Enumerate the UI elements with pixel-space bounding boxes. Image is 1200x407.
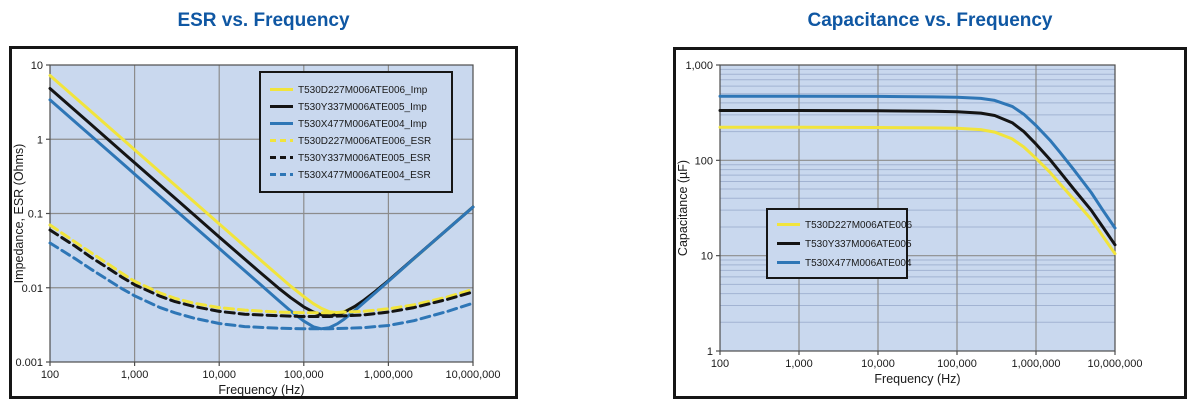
series-T530X477M006ATE004_ESR: [48, 241, 475, 331]
y-tick-label: 1: [37, 134, 43, 146]
series-T530Y337M006ATE005: [718, 109, 1117, 247]
axis-tick-labels: 100 1,000 10,000 100,000 1,000,000 10,000,000…: [15, 60, 500, 381]
y-tick-label: 1: [707, 346, 713, 358]
series-T530X477M006ATE004_Imp: [48, 98, 475, 331]
legend-label: T530X477M006ATE004: [805, 258, 912, 269]
capacitance-chart-title: Capacitance vs. Frequency: [807, 10, 1053, 31]
x-tick-label: 10,000: [861, 358, 895, 370]
legend: T530D227M006ATE006 T530Y337M006ATE005 T530…: [766, 208, 913, 279]
legend-label: T530D227M006ATE006_Imp: [298, 85, 428, 96]
y-tick-label: 1,000: [685, 60, 713, 72]
x-tick-label: 1,000: [121, 369, 149, 381]
legend-label: T530X477M006ATE004_ESR: [298, 170, 431, 181]
x-tick-label: 100: [41, 369, 59, 381]
y-axis-label: Capacitance (µF): [676, 160, 690, 256]
x-tick-label: 1,000,000: [364, 369, 413, 381]
x-tick-label: 100: [711, 358, 729, 370]
y-tick-label: 10: [701, 251, 713, 263]
series-T530Y337M006ATE005_ESR: [48, 228, 475, 318]
x-axis-label: Frequency (Hz): [874, 372, 960, 386]
legend-box: [259, 71, 453, 193]
chart-canvas: 100 1,000 10,000 100,000 1,000,000 10,000,000…: [9, 46, 518, 399]
tick-marks: [716, 64, 1116, 355]
legend: T530D227M006ATE006_Imp T530Y337M006ATE005…: [259, 71, 453, 193]
esr-chart-title: ESR vs. Frequency: [177, 10, 350, 31]
chart-canvas: 100 1,000 10,000 100,000 1,000,000 10,000,000…: [673, 47, 1187, 399]
y-axis-label: Impedance, ESR (Ohms): [12, 144, 26, 284]
x-tick-label: 10,000: [202, 369, 236, 381]
series-T530X477M006ATE004: [718, 94, 1117, 230]
x-tick-label: 1,000,000: [1012, 358, 1061, 370]
y-tick-label: 10: [31, 60, 43, 72]
legend-label: T530X477M006ATE004_Imp: [298, 119, 427, 130]
y-tick-label: 0.1: [28, 209, 43, 221]
x-tick-label: 10,000,000: [1087, 358, 1142, 370]
legend-label: T530D227M006ATE006: [805, 220, 913, 231]
x-tick-label: 1,000: [785, 358, 813, 370]
capacitance-frequency-chart: 100 1,000 10,000 100,000 1,000,000 10,000,000…: [673, 47, 1187, 404]
legend-label: T530Y337M006ATE005_Imp: [298, 102, 427, 113]
series-T530D227M006ATE006: [718, 125, 1117, 256]
x-tick-label: 100,000: [937, 358, 977, 370]
y-tick-label: 0.01: [22, 283, 43, 295]
legend-label: T530Y337M006ATE005: [805, 239, 912, 250]
x-tick-label: 100,000: [284, 369, 324, 381]
y-tick-label: 100: [695, 155, 713, 167]
y-tick-label: 0.001: [15, 357, 43, 369]
tick-marks: [46, 64, 474, 366]
legend-label: T530D227M006ATE006_ESR: [298, 136, 431, 147]
plot-border: [719, 64, 1116, 352]
x-tick-label: 10,000,000: [445, 369, 500, 381]
axis-tick-labels: 100 1,000 10,000 100,000 1,000,000 10,000,000…: [685, 60, 1142, 370]
legend-label: T530Y337M006ATE005_ESR: [298, 153, 431, 164]
x-axis-label: Frequency (Hz): [218, 383, 304, 397]
series-T530D227M006ATE006_ESR: [48, 223, 475, 315]
esr-frequency-chart: 100 1,000 10,000 100,000 1,000,000 10,000,000…: [9, 46, 518, 404]
